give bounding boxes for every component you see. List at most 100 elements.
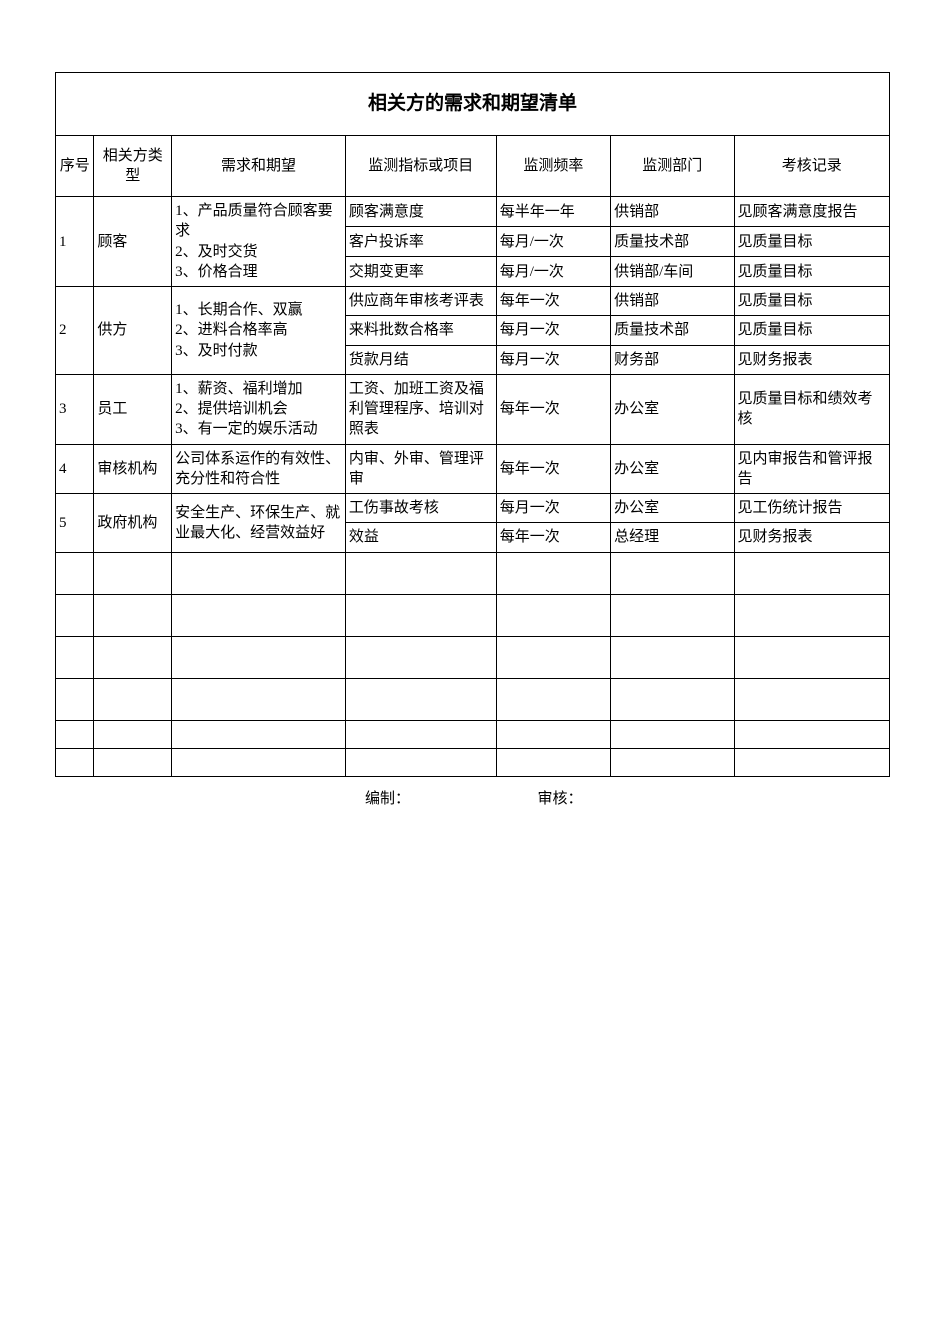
empty-cell	[611, 594, 734, 636]
cell-freq: 每年一次	[496, 374, 610, 444]
empty-cell	[734, 594, 890, 636]
cell-dept: 办公室	[611, 374, 734, 444]
empty-cell	[345, 552, 496, 594]
empty-cell	[611, 748, 734, 776]
cell-seq: 4	[56, 444, 94, 494]
empty-cell	[56, 552, 94, 594]
empty-cell	[611, 678, 734, 720]
empty-cell	[56, 594, 94, 636]
empty-cell	[496, 594, 610, 636]
cell-item: 工资、加班工资及福利管理程序、培训对照表	[345, 374, 496, 444]
empty-cell	[345, 720, 496, 748]
cell-rec: 见顾客满意度报告	[734, 197, 890, 227]
cell-type: 供方	[94, 287, 172, 375]
header-row: 序号 相关方类型 需求和期望 监测指标或项目 监测频率 监测部门 考核记录	[56, 135, 890, 197]
cell-type: 员工	[94, 374, 172, 444]
cell-seq: 5	[56, 494, 94, 553]
empty-row	[56, 748, 890, 776]
cell-dept: 供销部/车间	[611, 257, 734, 287]
empty-cell	[94, 748, 172, 776]
empty-cell	[611, 636, 734, 678]
empty-cell	[734, 552, 890, 594]
cell-rec: 见质量目标	[734, 287, 890, 316]
empty-cell	[345, 594, 496, 636]
empty-cell	[496, 720, 610, 748]
cell-freq: 每月/一次	[496, 257, 610, 287]
empty-cell	[496, 636, 610, 678]
cell-dept: 质量技术部	[611, 316, 734, 345]
empty-cell	[345, 636, 496, 678]
footer-review: 审核：	[538, 787, 583, 808]
empty-cell	[94, 552, 172, 594]
cell-freq: 每年一次	[496, 444, 610, 494]
cell-rec: 见工伤统计报告	[734, 494, 890, 523]
cell-item: 顾客满意度	[345, 197, 496, 227]
cell-rec: 见质量目标	[734, 257, 890, 287]
empty-row	[56, 636, 890, 678]
cell-type: 政府机构	[94, 494, 172, 553]
empty-cell	[611, 552, 734, 594]
cell-item: 客户投诉率	[345, 227, 496, 257]
table-row: 3员工1、薪资、福利增加 2、提供培训机会 3、有一定的娱乐活动工资、加班工资及…	[56, 374, 890, 444]
cell-type: 审核机构	[94, 444, 172, 494]
empty-cell	[172, 678, 346, 720]
empty-cell	[56, 720, 94, 748]
empty-row	[56, 678, 890, 720]
empty-cell	[56, 748, 94, 776]
empty-row	[56, 720, 890, 748]
cell-need: 1、产品质量符合顾客要求 2、及时交货 3、价格合理	[172, 197, 346, 287]
cell-item: 货款月结	[345, 345, 496, 374]
col-need: 需求和期望	[172, 135, 346, 197]
empty-cell	[496, 552, 610, 594]
cell-rec: 见质量目标	[734, 227, 890, 257]
empty-cell	[172, 636, 346, 678]
cell-seq: 1	[56, 197, 94, 287]
empty-cell	[172, 594, 346, 636]
cell-item: 供应商年审核考评表	[345, 287, 496, 316]
empty-row	[56, 552, 890, 594]
footer: 编制： 审核：	[55, 787, 890, 808]
empty-cell	[611, 720, 734, 748]
empty-cell	[94, 678, 172, 720]
table-title: 相关方的需求和期望清单	[56, 73, 890, 136]
cell-need: 安全生产、环保生产、就业最大化、经营效益好	[172, 494, 346, 553]
table-row: 1顾客1、产品质量符合顾客要求 2、及时交货 3、价格合理顾客满意度每半年一年供…	[56, 197, 890, 227]
cell-dept: 财务部	[611, 345, 734, 374]
cell-dept: 总经理	[611, 523, 734, 552]
col-seq: 序号	[56, 135, 94, 197]
table-row: 4审核机构公司体系运作的有效性、充分性和符合性内审、外审、管理评审每年一次办公室…	[56, 444, 890, 494]
cell-dept: 办公室	[611, 444, 734, 494]
empty-cell	[496, 748, 610, 776]
empty-cell	[734, 678, 890, 720]
empty-cell	[345, 678, 496, 720]
empty-cell	[172, 720, 346, 748]
cell-rec: 见质量目标	[734, 316, 890, 345]
title-row: 相关方的需求和期望清单	[56, 73, 890, 136]
table-row: 5政府机构安全生产、环保生产、就业最大化、经营效益好工伤事故考核每月一次办公室见…	[56, 494, 890, 523]
document-page: 相关方的需求和期望清单 序号 相关方类型 需求和期望 监测指标或项目 监测频率 …	[0, 0, 945, 1337]
empty-row	[56, 594, 890, 636]
cell-freq: 每月一次	[496, 345, 610, 374]
empty-cell	[172, 748, 346, 776]
empty-cell	[94, 636, 172, 678]
cell-seq: 3	[56, 374, 94, 444]
empty-cell	[94, 720, 172, 748]
cell-dept: 质量技术部	[611, 227, 734, 257]
cell-item: 内审、外审、管理评审	[345, 444, 496, 494]
footer-prepare: 编制：	[365, 787, 410, 808]
cell-rec: 见财务报表	[734, 345, 890, 374]
cell-need: 公司体系运作的有效性、充分性和符合性	[172, 444, 346, 494]
cell-item: 效益	[345, 523, 496, 552]
cell-freq: 每月一次	[496, 494, 610, 523]
cell-item: 来料批数合格率	[345, 316, 496, 345]
cell-freq: 每半年一年	[496, 197, 610, 227]
col-item: 监测指标或项目	[345, 135, 496, 197]
cell-need: 1、薪资、福利增加 2、提供培训机会 3、有一定的娱乐活动	[172, 374, 346, 444]
cell-seq: 2	[56, 287, 94, 375]
cell-rec: 见内审报告和管评报告	[734, 444, 890, 494]
col-freq: 监测频率	[496, 135, 610, 197]
cell-type: 顾客	[94, 197, 172, 287]
empty-cell	[172, 552, 346, 594]
col-dept: 监测部门	[611, 135, 734, 197]
empty-cell	[345, 748, 496, 776]
